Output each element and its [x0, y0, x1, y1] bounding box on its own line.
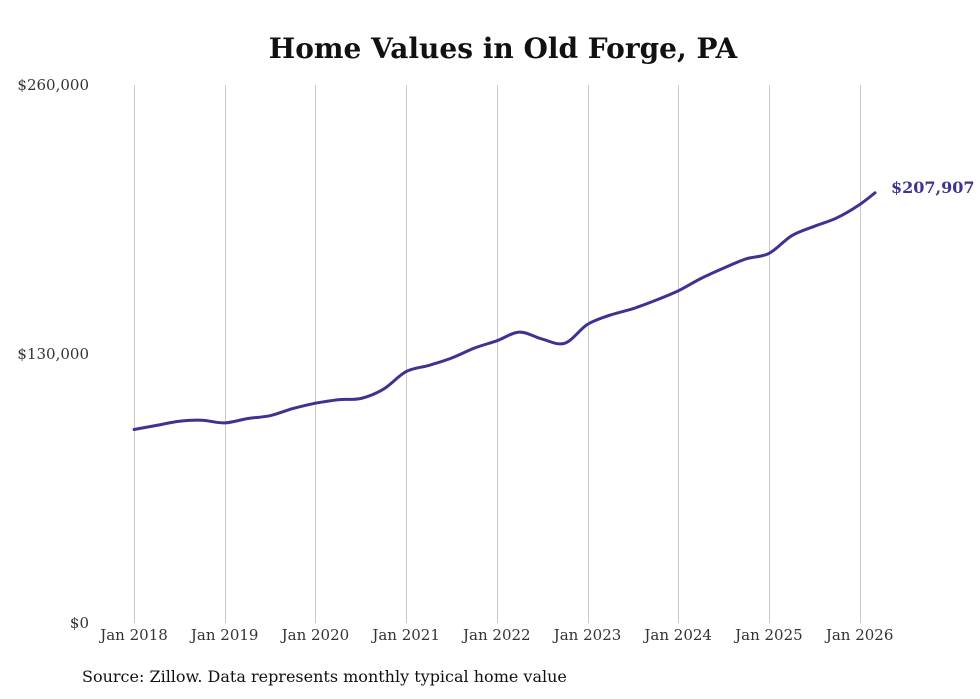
x-tick-label: Jan 2019: [189, 626, 259, 644]
x-tick-label: Jan 2023: [552, 626, 622, 644]
y-tick-label: $130,000: [17, 345, 89, 363]
chart-title: Home Values in Old Forge, PA: [269, 32, 739, 65]
source-note: Source: Zillow. Data represents monthly …: [82, 667, 567, 686]
x-tick-label: Jan 2021: [370, 626, 440, 644]
end-value-label: $207,907: [891, 178, 975, 197]
home-value-line: [132, 191, 877, 431]
gridlines: [134, 85, 861, 623]
x-tick-label: Jan 2024: [642, 626, 712, 644]
y-tick-label: $260,000: [17, 76, 89, 94]
x-tick-label: Jan 2025: [733, 626, 803, 644]
x-tick-label: Jan 2026: [824, 626, 894, 644]
x-tick-label: Jan 2020: [280, 626, 350, 644]
y-tick-label: $0: [70, 614, 89, 632]
x-axis-ticks: Jan 2018 Jan 2019 Jan 2020 Jan 2021 Jan 2022…: [98, 626, 893, 644]
x-tick-label: Jan 2022: [461, 626, 531, 644]
y-axis-ticks: $0 $130,000 $260,000: [17, 76, 89, 632]
x-tick-label: Jan 2018: [98, 626, 168, 644]
